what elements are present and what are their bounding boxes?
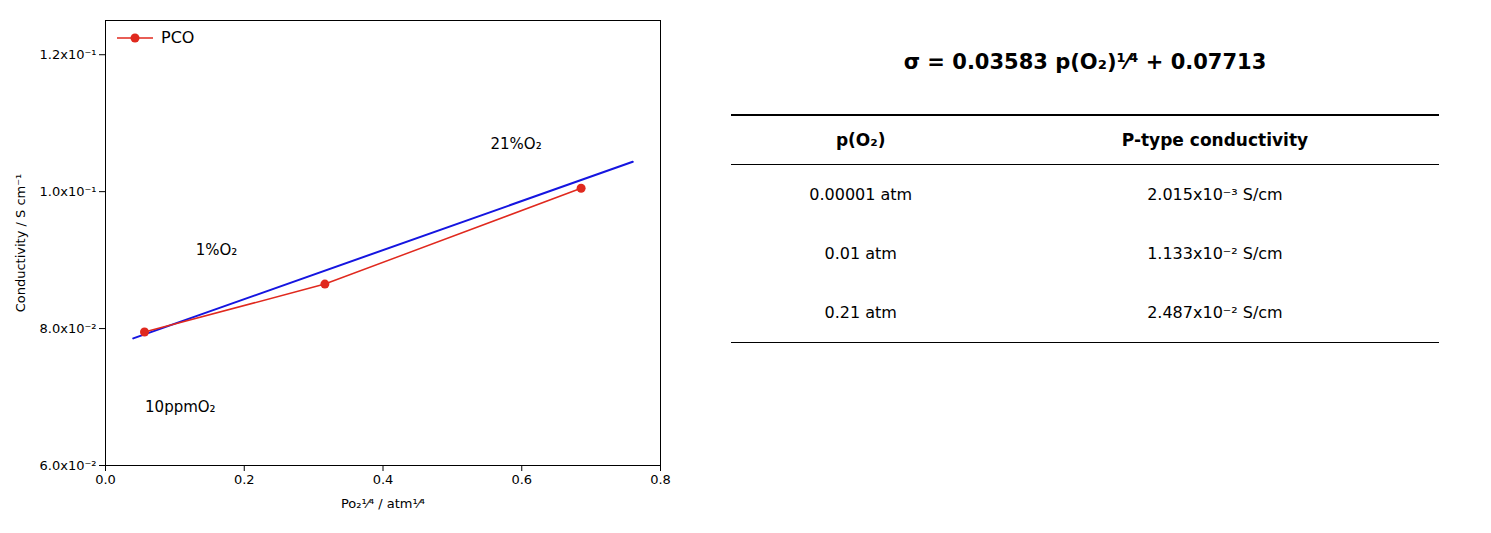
svg-text:1%O₂: 1%O₂: [196, 241, 238, 259]
svg-text:Po₂¹⁄⁴ / atm¹⁄⁴: Po₂¹⁄⁴ / atm¹⁄⁴: [341, 496, 425, 511]
svg-text:0.0: 0.0: [95, 472, 116, 487]
svg-text:1.2x10⁻¹: 1.2x10⁻¹: [40, 47, 97, 62]
html-text:1.133x10⁻² S/cm: 1.133x10⁻² S/cm: [1147, 244, 1283, 263]
html-text:P-type conductivity: P-type conductivity: [1121, 130, 1309, 150]
html-text:0.00001 atm: 0.00001 atm: [809, 185, 913, 204]
svg-text:0.2: 0.2: [234, 472, 255, 487]
svg-text:1.0x10⁻¹: 1.0x10⁻¹: [40, 184, 97, 199]
svg-text:21%O₂: 21%O₂: [491, 135, 542, 153]
html-text:p(O₂): p(O₂): [835, 130, 886, 150]
svg-text:8.0x10⁻²: 8.0x10⁻²: [40, 321, 97, 336]
svg-text:0.8: 0.8: [650, 472, 671, 487]
svg-text:6.0x10⁻²: 6.0x10⁻²: [40, 458, 97, 473]
html-text:0.01 atm: 0.01 atm: [824, 244, 897, 263]
html-text:PCO: PCO: [161, 28, 195, 47]
html-text:2.015x10⁻³ S/cm: 2.015x10⁻³ S/cm: [1147, 185, 1283, 204]
html-text:σ = 0.03583 p(O₂)¹⁄⁴ + 0.07713: σ = 0.03583 p(O₂)¹⁄⁴ + 0.07713: [903, 50, 1267, 74]
svg-text:Conductivity / S cm⁻¹: Conductivity / S cm⁻¹: [13, 174, 28, 313]
svg-text:0.6: 0.6: [511, 472, 532, 487]
svg-text:10ppmO₂: 10ppmO₂: [145, 398, 216, 416]
svg-text:0.4: 0.4: [373, 472, 394, 487]
html-text:0.21 atm: 0.21 atm: [824, 303, 897, 322]
html-text:2.487x10⁻² S/cm: 2.487x10⁻² S/cm: [1147, 303, 1283, 322]
